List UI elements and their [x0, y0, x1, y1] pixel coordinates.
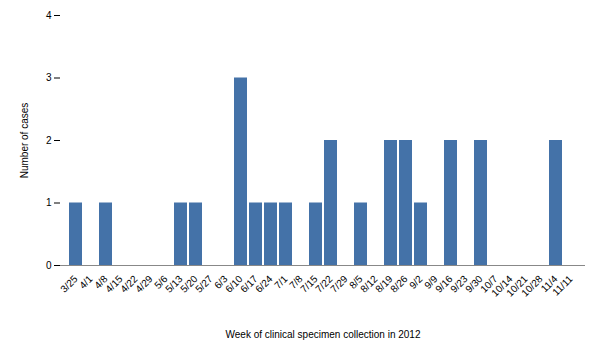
svg-text:9/9: 9/9 — [422, 273, 440, 291]
svg-text:6/3: 6/3 — [212, 273, 230, 291]
svg-text:10/28: 10/28 — [519, 273, 545, 299]
svg-text:10/21: 10/21 — [504, 273, 530, 299]
svg-text:1: 1 — [46, 197, 52, 208]
svg-text:7/15: 7/15 — [298, 273, 320, 295]
svg-text:2: 2 — [46, 135, 52, 146]
svg-text:8/5: 8/5 — [347, 273, 365, 291]
svg-text:Number of cases: Number of cases — [19, 103, 30, 179]
svg-text:4/29: 4/29 — [133, 273, 155, 295]
svg-text:5/6: 5/6 — [152, 273, 170, 291]
svg-text:11/11: 11/11 — [550, 273, 575, 298]
svg-text:7/8: 7/8 — [287, 273, 305, 291]
svg-text:8/12: 8/12 — [358, 273, 380, 295]
svg-text:9/23: 9/23 — [448, 273, 470, 295]
svg-text:3/25: 3/25 — [58, 273, 80, 295]
svg-text:7/29: 7/29 — [328, 273, 350, 295]
svg-text:5/13: 5/13 — [163, 273, 185, 295]
svg-text:6/10: 6/10 — [223, 273, 245, 295]
svg-text:Week of clinical specimen coll: Week of clinical specimen collection in … — [226, 329, 421, 340]
svg-text:9/30: 9/30 — [463, 273, 485, 295]
svg-text:6/24: 6/24 — [253, 273, 275, 295]
svg-text:8/26: 8/26 — [388, 273, 410, 295]
svg-text:5/27: 5/27 — [193, 273, 215, 295]
svg-text:10/7: 10/7 — [478, 273, 500, 295]
svg-text:4/1: 4/1 — [77, 273, 95, 291]
svg-text:6/17: 6/17 — [238, 273, 260, 295]
svg-text:9/16: 9/16 — [433, 273, 455, 295]
svg-text:4/15: 4/15 — [103, 273, 125, 295]
svg-text:4/8: 4/8 — [92, 273, 110, 291]
svg-text:8/19: 8/19 — [373, 273, 395, 295]
svg-text:5/20: 5/20 — [178, 273, 200, 295]
svg-text:9/2: 9/2 — [407, 273, 425, 291]
svg-text:4/22: 4/22 — [118, 273, 140, 295]
svg-text:3: 3 — [46, 72, 52, 83]
svg-text:7/22: 7/22 — [313, 273, 335, 295]
svg-text:11/4: 11/4 — [538, 273, 560, 295]
svg-text:4: 4 — [46, 10, 52, 21]
svg-text:10/14: 10/14 — [489, 273, 515, 299]
svg-text:0: 0 — [46, 260, 52, 271]
svg-text:7/1: 7/1 — [272, 273, 290, 291]
